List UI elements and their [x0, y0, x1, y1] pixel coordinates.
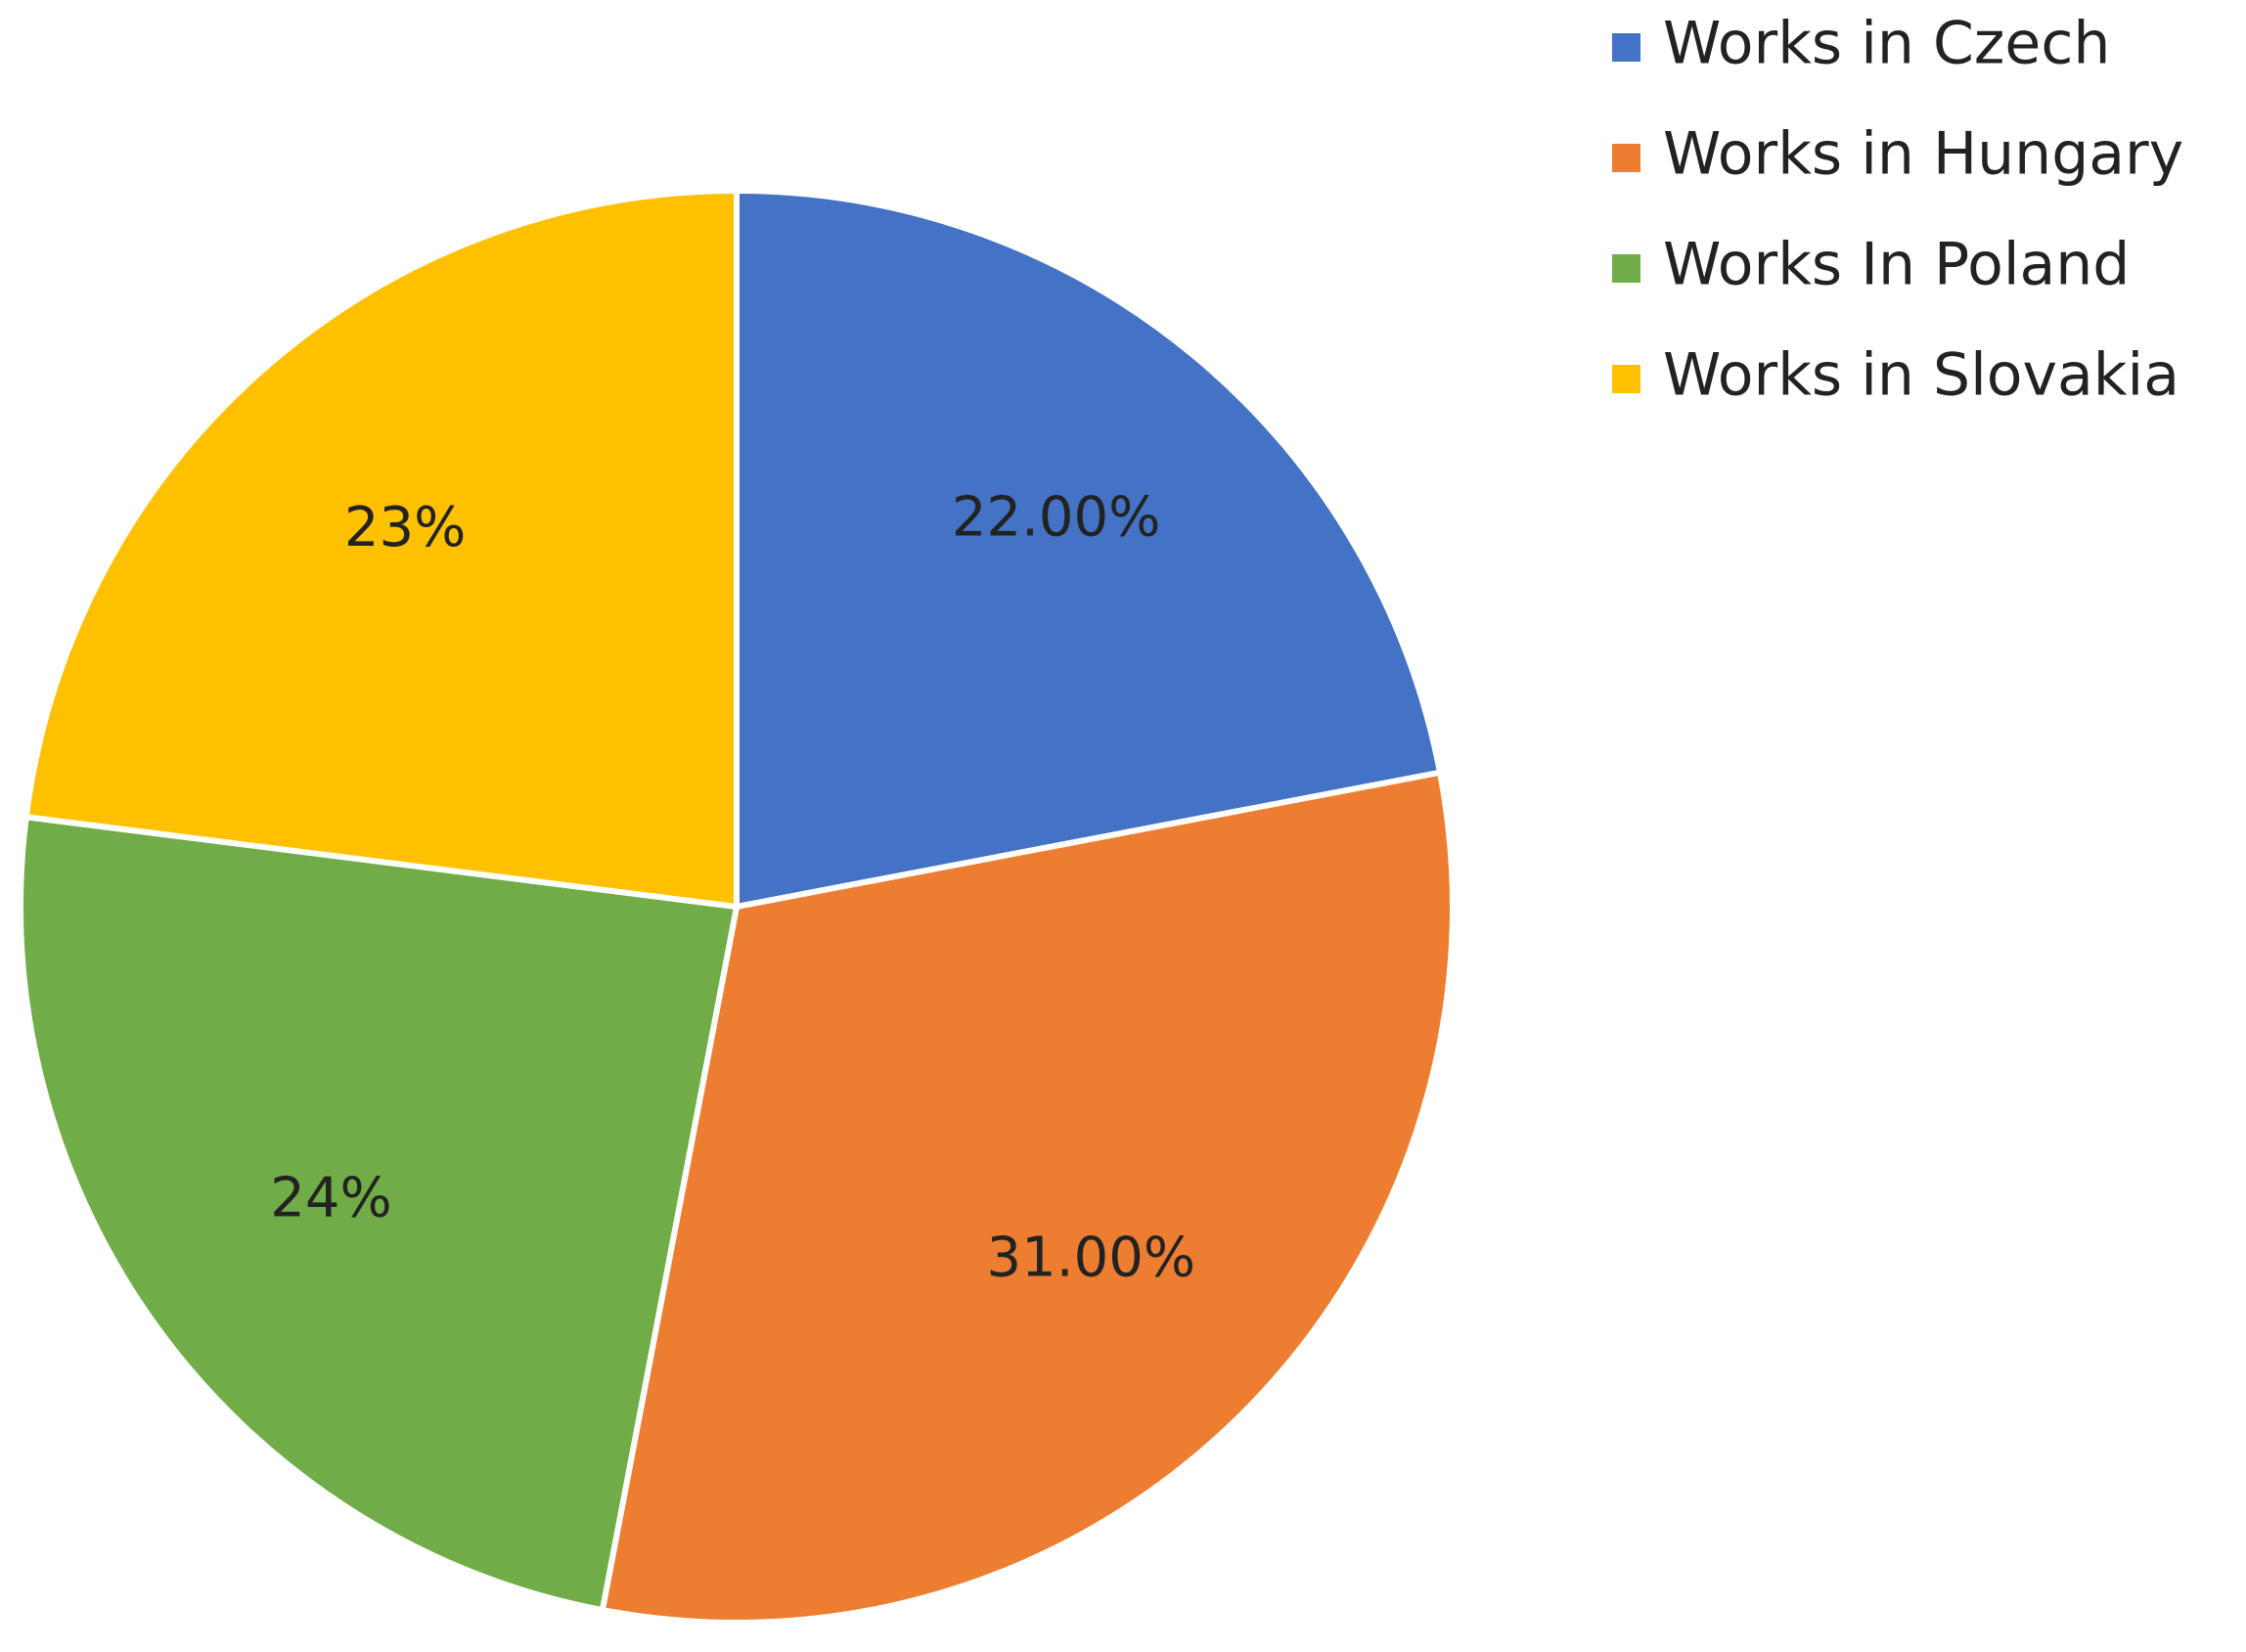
data-label: 23%: [344, 496, 466, 559]
data-label: 31.00%: [987, 1226, 1196, 1289]
legend-swatch: [1612, 254, 1640, 283]
pie-slice: [599, 769, 1456, 1626]
pie-slice: [22, 187, 740, 911]
legend-label: Works in Slovakia: [1663, 341, 2179, 410]
data-label: 24%: [270, 1166, 391, 1229]
legend-swatch: [1612, 365, 1640, 393]
data-label: 22.00%: [952, 485, 1161, 549]
legend-label: Works in Czech: [1663, 10, 2110, 78]
pie-slice: [734, 187, 1444, 911]
legend-swatch: [1612, 33, 1640, 62]
legend-label: Works In Poland: [1663, 231, 2130, 299]
legend-label: Works in Hungary: [1663, 120, 2183, 189]
legend-swatch: [1612, 144, 1640, 172]
pie-slice: [18, 813, 741, 1614]
